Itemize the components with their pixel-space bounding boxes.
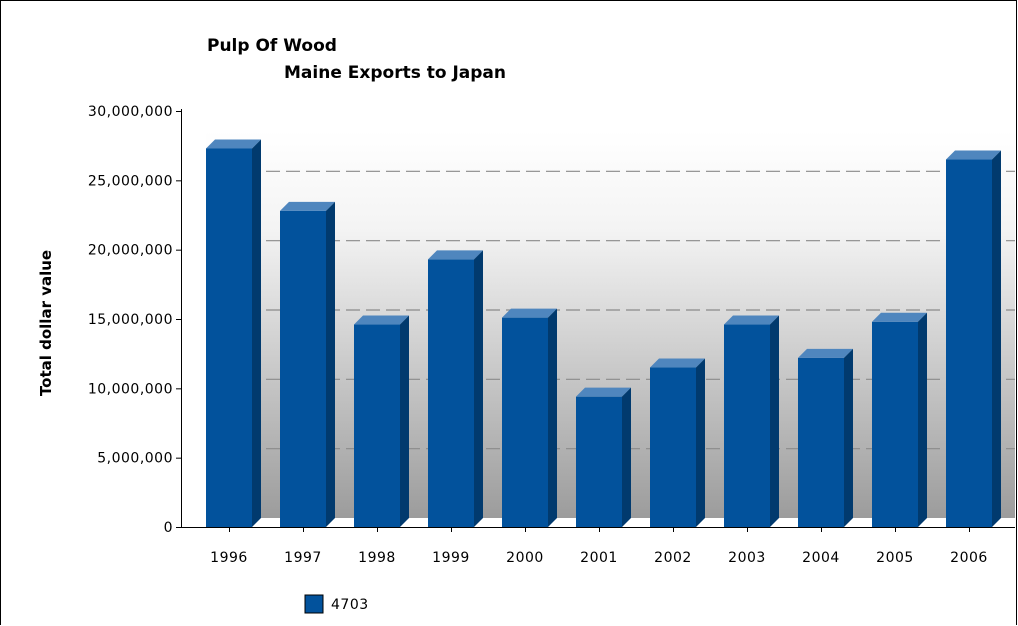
bar-side [918,312,927,527]
y-tick-label: 5,000,000 [97,451,173,467]
bar [724,315,779,527]
bar-top [206,139,261,149]
y-tick-labels: 0 5,000,000 10,000,000 15,000,000 20,000,000… [88,104,173,536]
axes [176,109,1015,532]
x-tick-label: 1999 [432,550,470,566]
bar-front [428,259,474,527]
bar-front [206,148,252,527]
y-tick-label: 10,000,000 [88,381,173,397]
x-tick-label: 2000 [506,550,544,566]
bar-front [576,396,622,527]
y-tick-label: 0 [164,520,173,536]
bar-top [354,315,409,325]
bar [798,348,853,527]
legend-swatch [304,594,324,614]
bar-top [872,312,927,322]
bar-front [354,324,400,527]
bar-side [326,201,335,527]
bar [206,139,261,527]
bar [872,312,927,527]
bar-top [798,348,853,358]
bar-front [872,321,918,527]
bar [280,201,335,527]
bar [576,387,631,527]
bar-side [844,348,853,527]
bar-top [650,358,705,368]
y-tick-label: 30,000,000 [88,104,173,120]
bar-side [474,250,483,527]
bar-front [798,357,844,527]
legend: 4703 [304,594,369,614]
y-tick-label: 25,000,000 [88,173,173,189]
bar-side [548,308,557,527]
bar-front [946,159,992,528]
x-tick-label: 2004 [802,550,840,566]
bar-side [622,387,631,527]
x-tick-label: 1997 [284,550,322,566]
x-tick-label: 2003 [728,550,766,566]
bar-side [696,358,705,527]
bar-top [502,308,557,318]
bar-top [428,250,483,260]
bar-top [946,150,1001,160]
x-tick-label: 1998 [358,550,396,566]
bar [502,308,557,527]
y-tick-label: 15,000,000 [88,312,173,328]
bar-top [724,315,779,325]
bar-side [252,139,261,527]
bar-front [724,324,770,527]
bars [206,139,1001,528]
x-tick-labels: 1996 1997 1998 1999 2000 2001 2002 2003 2004 2005… [210,550,988,566]
y-tick-label: 20,000,000 [88,243,173,259]
chart-title: Pulp Of Wood [207,36,337,56]
x-tick-label: 1996 [210,550,248,566]
bar-front [502,317,548,527]
bar-front [280,210,326,527]
x-tick-label: 2006 [950,550,988,566]
bar [946,150,1001,528]
bar-top [576,387,631,397]
bar-side [770,315,779,527]
x-tick-label: 2005 [876,550,914,566]
legend-label: 4703 [331,597,369,613]
bar [650,358,705,527]
chart-subtitle: Maine Exports to Japan [284,63,506,83]
x-tick-label: 2001 [580,550,618,566]
bar-side [400,315,409,527]
bar-top [280,201,335,211]
x-tick-label: 2002 [654,550,692,566]
bar [428,250,483,527]
y-axis-label: Total dollar value [37,250,55,396]
bar-front [650,367,696,527]
bar-side [992,150,1001,528]
bar [354,315,409,527]
